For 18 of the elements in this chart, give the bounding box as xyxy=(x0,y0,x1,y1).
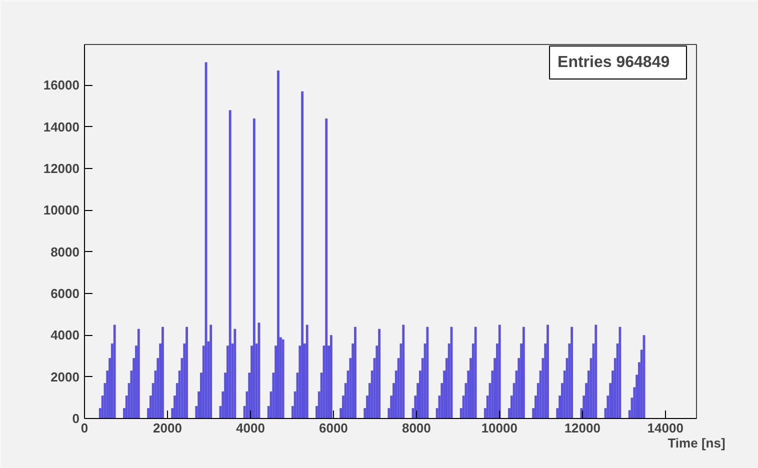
y-tick-label: 8000 xyxy=(50,244,80,260)
y-tick-label: 0 xyxy=(72,411,80,426)
x-tick-label: 14000 xyxy=(647,420,684,436)
x-tick-label: 4000 xyxy=(236,420,265,436)
y-tick-label: 6000 xyxy=(50,286,80,301)
x-tick-label: 10000 xyxy=(481,420,518,436)
y-tick-label: 10000 xyxy=(43,202,80,218)
x-tick-label: 12000 xyxy=(564,420,600,436)
y-tick-label: 16000 xyxy=(43,78,80,93)
y-tick-label: 2000 xyxy=(50,369,80,384)
y-tick-label: 12000 xyxy=(43,160,80,176)
x-axis-title: Time [ns] xyxy=(668,436,726,450)
x-tick-label: 8000 xyxy=(402,420,431,436)
y-tick-label: 14000 xyxy=(43,119,80,134)
annotation: Entries 964849 xyxy=(558,54,670,71)
x-tick-label: 6000 xyxy=(318,420,348,436)
x-tick-label: 2000 xyxy=(153,420,182,436)
y-tick-label: 4000 xyxy=(50,328,80,343)
